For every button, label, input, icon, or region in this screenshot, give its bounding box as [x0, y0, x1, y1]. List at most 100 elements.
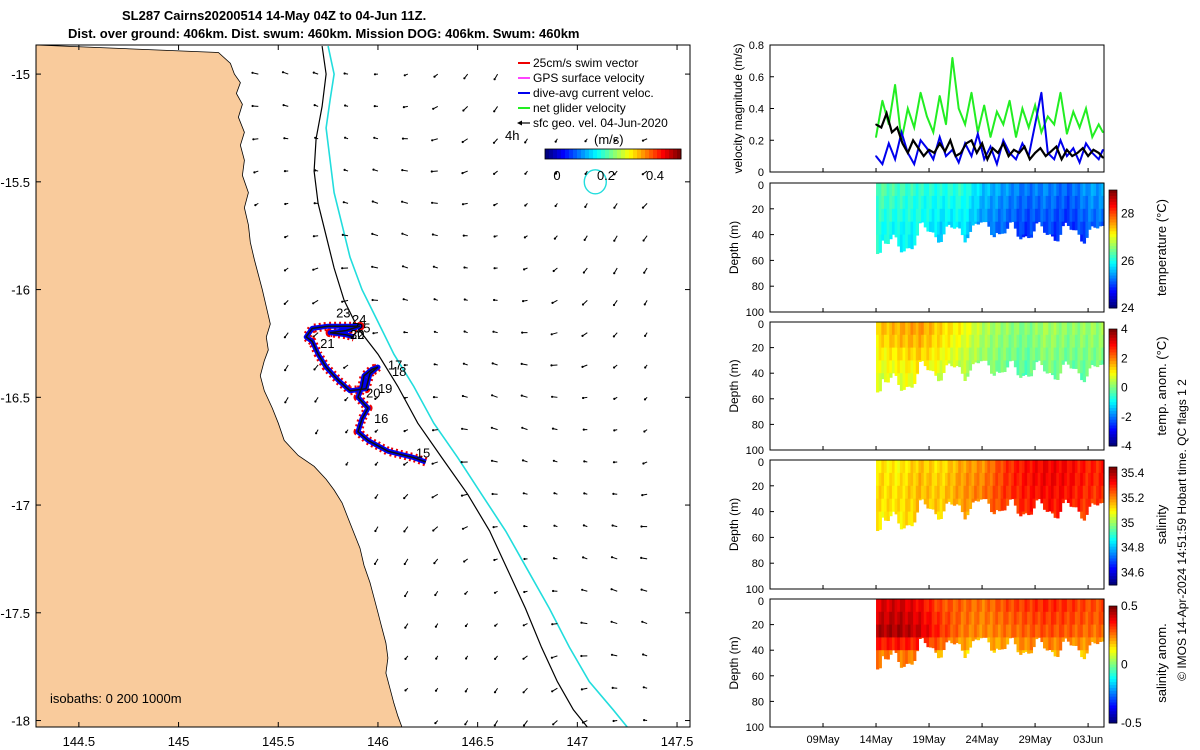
heatmap-cell — [1048, 472, 1052, 487]
heatmap-cell — [955, 183, 959, 197]
heatmap-cell — [979, 637, 983, 639]
sfc-velocity-arrow-head — [343, 72, 346, 75]
sfc-velocity-arrow-head — [431, 233, 434, 236]
sfc-velocity-arrow-head — [523, 557, 526, 561]
heatmap-cell — [1016, 650, 1020, 653]
heatmap-cell — [902, 611, 906, 625]
heatmap-cell — [992, 485, 996, 500]
heatmap-cell — [952, 183, 957, 197]
heatmap-cell — [979, 334, 983, 348]
heatmap-cell — [883, 472, 888, 487]
heatmap-cell — [921, 322, 925, 336]
heatmap-cell — [1053, 334, 1057, 348]
heatmap-cell — [886, 334, 890, 348]
sfc-velocity-arrow-head — [492, 526, 495, 529]
heatmap-cell — [960, 472, 965, 487]
heatmap-cell — [1101, 183, 1105, 197]
heatmap-cell — [891, 599, 896, 613]
heatmap-cell — [1045, 360, 1049, 374]
heatmap-colorbar-segment — [1109, 537, 1117, 542]
heatmap-cell — [942, 637, 946, 651]
heatmap-cell — [907, 485, 912, 500]
sfc-velocity-arrow-head — [374, 430, 377, 433]
heatmap-cell — [929, 498, 933, 509]
heatmap-colorbar-frame — [1108, 328, 1118, 447]
sfc-velocity-arrow-head — [462, 234, 465, 237]
heatmap-cell — [1040, 624, 1044, 638]
heatmap-cell — [966, 221, 970, 235]
sfc-velocity-arrow-head — [312, 268, 315, 271]
heatmap-cell — [947, 183, 951, 197]
velocity-series-point — [1087, 155, 1089, 157]
heatmap-cell — [1037, 208, 1041, 223]
sfc-velocity-arrow-head — [464, 690, 467, 693]
velocity-series-point — [1015, 158, 1017, 161]
velocity-series-point — [1066, 155, 1068, 157]
heatmap-cell — [1005, 599, 1010, 613]
heatmap-cell — [1011, 624, 1015, 638]
heatmap-cell — [878, 599, 882, 613]
heatmap-colorbar-segment — [1109, 431, 1117, 435]
heatmap-cell — [929, 183, 933, 197]
sfc-velocity-arrow-head — [552, 723, 555, 726]
heatmap-cell — [937, 347, 941, 361]
heatmap-colorbar-segment — [1109, 254, 1117, 259]
colorbar-tick-label: 0 — [553, 168, 560, 183]
heatmap-cell — [1056, 322, 1060, 336]
heatmap-cell — [937, 183, 941, 197]
heatmap-cell — [1016, 347, 1020, 361]
heatmap-cell — [1043, 599, 1047, 613]
heatmap-colorbar-segment — [1109, 225, 1117, 229]
heatmap-cell — [876, 195, 880, 210]
heatmap-cell — [947, 221, 951, 225]
heatmap-cell — [960, 347, 965, 361]
heatmap-cell — [997, 360, 1002, 373]
heatmap-cell — [910, 611, 914, 625]
heatmap-cell — [926, 637, 930, 648]
heatmap-colorbar-segment — [1109, 281, 1117, 285]
heatmap-cell — [1005, 208, 1010, 223]
heatmap-cell — [1043, 498, 1047, 510]
heatmap-cell — [955, 637, 959, 644]
heatmap-cell — [910, 322, 914, 336]
sfc-velocity-arrow-head — [374, 463, 377, 466]
colorbar-segment — [677, 149, 682, 159]
heatmap-cell — [1085, 624, 1089, 638]
heatmap-cell — [881, 208, 885, 223]
heatmap-cell — [1005, 637, 1010, 645]
heatmap-cell — [944, 347, 949, 361]
heatmap-cell — [1082, 650, 1087, 660]
heatmap-cell — [1029, 637, 1034, 651]
sfc-velocity-arrow-head — [283, 336, 286, 339]
heatmap-cell — [1072, 347, 1076, 361]
colorbar-segment — [573, 149, 578, 159]
heatmap-cell — [1019, 360, 1023, 374]
heatmap-cell — [1090, 195, 1094, 210]
sfc-velocity-arrow-head — [465, 657, 468, 660]
heatmap-cell — [1000, 221, 1004, 234]
velocity-series-point — [977, 133, 979, 135]
sfc-velocity-arrow-head — [401, 232, 404, 235]
heatmap-cell — [960, 373, 965, 374]
heatmap-cell — [1045, 460, 1049, 474]
heatmap-cell — [923, 624, 927, 638]
heatmap-cell — [883, 650, 888, 660]
velocity-series-point — [964, 123, 966, 126]
heatmap-cell — [987, 624, 991, 638]
heatmap-cell — [910, 334, 914, 348]
heatmap-colorbar-segment — [1109, 413, 1117, 418]
heatmap-cell — [937, 624, 941, 638]
heatmap-cell — [931, 498, 935, 510]
colorbar-segment — [645, 149, 650, 159]
sfc-velocity-arrow-head — [433, 330, 436, 333]
velocity-series-point — [1007, 155, 1010, 157]
heatmap-cell — [952, 611, 957, 625]
heatmap-cell — [913, 460, 917, 474]
heatmap-cell — [1003, 208, 1007, 223]
heatmap-cell — [1032, 322, 1036, 336]
heatmap-cell — [1093, 485, 1097, 500]
heatmap-cell — [997, 208, 1002, 223]
heatmap-cell — [889, 511, 893, 517]
heatmap-cell — [1088, 195, 1092, 210]
heatmap-cell — [1101, 611, 1105, 625]
